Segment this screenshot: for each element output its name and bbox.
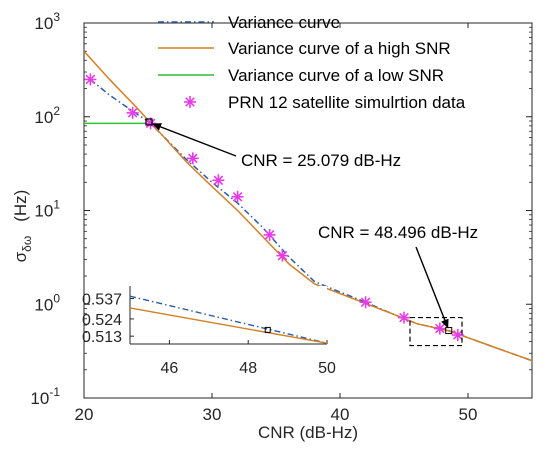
legend-marker-stroke [185,97,195,107]
legend-label: Variance curve of a high SNR [228,39,451,58]
data-point-marker [433,322,446,335]
data-point-marker [451,328,464,341]
inset-x-tick-label: 46 [161,360,179,377]
annotation-point-marker [445,327,453,335]
inset-background [130,286,327,344]
marker-stroke [452,330,463,340]
inset-y-tick-label: 0.524 [82,312,122,329]
legend-label: PRN 12 satellite simulrtion data [228,93,466,112]
marker-stroke [187,153,198,164]
zoom-region-box [409,316,463,347]
x-axis-title: CNR (dB-Hz) [258,423,358,442]
x-tick-label: 50 [459,405,478,424]
y-tick-exponent: -1 [49,385,60,399]
data-point-marker [231,190,244,203]
y-tick-base: 10 [34,202,53,221]
marker-stroke [85,74,96,85]
y-tick-label: 100 [34,291,60,314]
marker-stroke [360,297,371,308]
inset-series-line-1 [129,307,328,344]
marker-stroke [232,191,243,202]
marker-stroke [127,108,138,118]
y-axis-title-sub: δω [20,236,34,252]
y-tick-exponent: 1 [53,198,60,212]
y-tick-base: 10 [34,108,53,127]
annotation-point-marker [145,118,153,126]
annotation-arrow [152,123,237,157]
data-point-marker [263,228,276,241]
x-tick-label: 40 [331,405,350,424]
inset-y-tick-label: 0.513 [82,329,122,346]
inset-x-tick-label: 50 [318,360,336,377]
y-tick-base: 10 [34,14,53,33]
marker-stroke [399,312,409,323]
y-tick-base: 10 [34,295,53,314]
data-point-marker [359,296,372,309]
axis-titles: CNR (dB-Hz) σδω (Hz) [11,190,358,442]
inset-x-tick-label: 48 [239,360,257,377]
annotation-label: CNR = 25.079 dB-Hz [241,151,401,170]
y-tick-label: 103 [34,10,60,33]
data-point-marker [276,249,289,262]
y-tick-exponent: 0 [53,291,60,305]
y-axis-title-unit: (Hz) [11,190,30,222]
annotation-label: CNR = 48.496 dB-Hz [318,223,478,242]
x-tick-label: 30 [203,405,222,424]
data-point-marker [126,106,139,119]
data-point-marker [212,174,225,187]
y-tick-label: 102 [34,104,60,127]
marker-stroke [213,175,224,186]
y-tick-label: 101 [34,198,60,221]
inset-y-tick-label: 0.537 [82,292,122,309]
data-point-marker [186,152,199,165]
legend-marker [184,96,196,108]
y-axis-title-main: σ [11,251,30,262]
y-tick-label: 10-1 [30,385,60,408]
svg-text:σδω(Hz): σδω (Hz) [11,190,34,263]
marker-stroke [145,118,156,129]
data-point-marker [398,311,410,324]
marker-stroke [277,250,288,261]
marker-stroke [264,230,275,240]
data-point-marker [84,73,97,86]
y-tick-exponent: 2 [53,104,60,118]
legend-label: Variance curve [228,13,340,32]
legend: Variance curve Variance curve of a high S… [158,13,466,112]
annotation-arrow [415,246,449,329]
inset-point-marker [264,326,271,333]
legend-label: Variance curve of a low SNR [228,66,444,85]
y-axis-title: σδω (Hz) [11,190,34,263]
y-tick-exponent: 3 [53,10,60,24]
y-tick-base: 10 [30,389,49,408]
annotations: CNR = 25.079 dB-Hz CNR = 48.496 dB-Hz [145,118,478,347]
x-tick-label: 20 [75,405,94,424]
